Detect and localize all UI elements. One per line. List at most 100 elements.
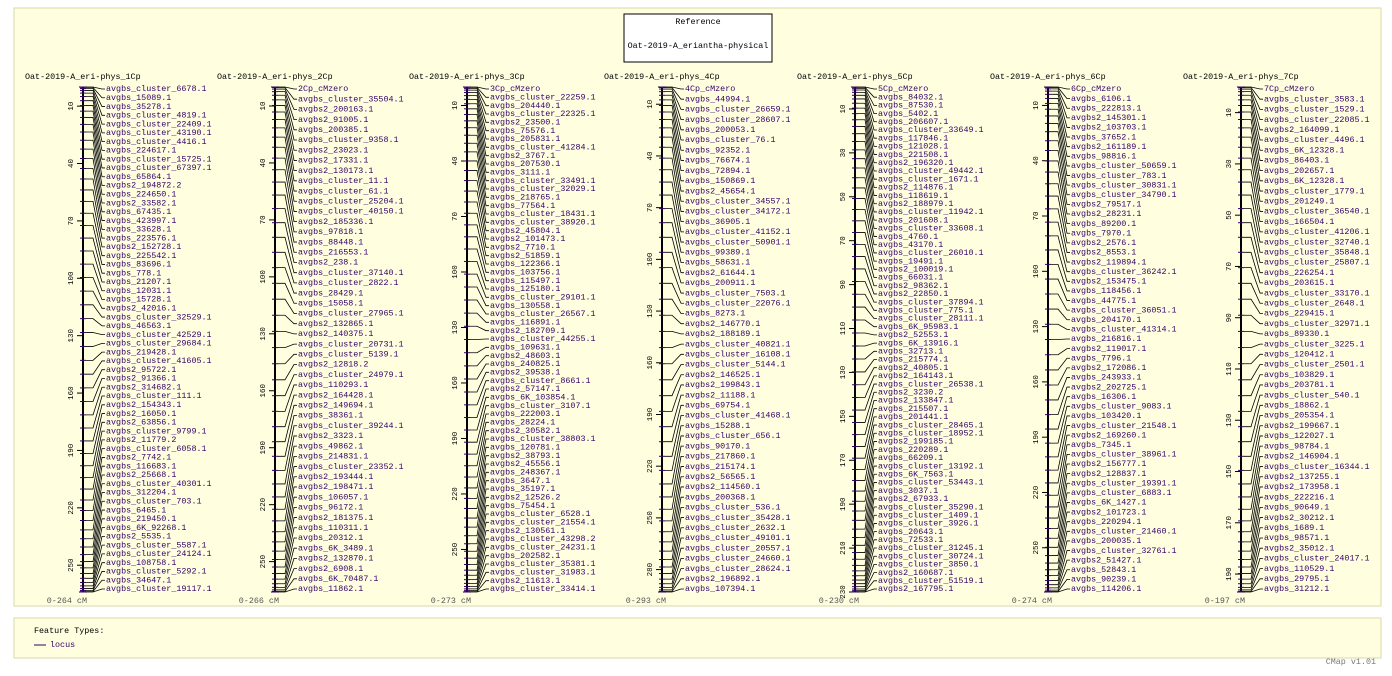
feature-label: avgbs_cluster_5139.1 (298, 350, 399, 360)
feature-connector (278, 568, 297, 591)
feature-connector (278, 364, 297, 381)
feature-label: avgbs_3037.1 (878, 486, 938, 496)
tick-label: 220 (260, 497, 268, 511)
feature-label: avgbs_cluster_3225.1 (1264, 339, 1365, 349)
feature-label: avgbs_cluster_53443.1 (878, 478, 984, 488)
feature-label: avgbs_89330.1 (1264, 329, 1329, 339)
feature-connector (665, 88, 684, 110)
tick-label: 10 (1226, 108, 1234, 118)
feature-connector (1244, 194, 1263, 243)
feature-label: avgbs_215174.1 (685, 462, 755, 472)
feature-connector (858, 498, 877, 553)
feature-label: avgbs_8273.1 (685, 309, 745, 319)
feature-connector (1051, 338, 1070, 340)
feature-connector (665, 136, 684, 192)
feature-connector (1244, 222, 1263, 263)
feature-connector (86, 168, 105, 221)
feature-connector (858, 107, 877, 155)
tick-label: 30 (840, 148, 848, 158)
feature-label: avgbs2_145301.1 (1071, 113, 1146, 123)
feature-connector (470, 588, 489, 593)
feature-connector (1051, 367, 1070, 386)
feature-label: avgbs_118456.1 (1071, 286, 1141, 296)
feature-label: avgbs_cluster_5587.1 (106, 540, 207, 550)
feature-label: avgbs_116891.1 (490, 318, 560, 328)
feature-connector (1051, 463, 1070, 519)
feature-connector (1244, 298, 1263, 314)
feature-label: avgbs_cluster_32740.1 (1264, 237, 1370, 247)
feature-label: avgbs_18862.1 (1264, 401, 1329, 411)
feature-connector (470, 87, 489, 107)
feature-connector (278, 111, 297, 161)
feature-label: avgbs_77564.1 (490, 201, 555, 211)
feature-connector (665, 111, 684, 161)
feature-connector (1244, 435, 1263, 485)
feature-connector (1244, 517, 1263, 568)
feature-label: avgbs_cluster_26567.1 (490, 309, 596, 319)
feature-label: avgbs_cluster_13192.1 (878, 461, 984, 471)
feature-label: avgbs_cluster_41314.1 (1071, 325, 1177, 335)
feature-label: avgbs2_3767.1 (490, 151, 555, 161)
feature-connector (1244, 94, 1263, 131)
feature-connector (1244, 251, 1263, 284)
feature-label: avgbs2_79517.1 (1071, 200, 1141, 210)
feature-label: avgbs_5402.1 (878, 109, 938, 119)
feature-label: avgbs_cluster_36540.1 (1264, 207, 1370, 217)
feature-label: avgbs_205354.1 (1264, 411, 1334, 421)
feature-connector (278, 86, 297, 90)
tick-label: 160 (68, 386, 76, 400)
feature-label: avgbs2_188979.1 (878, 199, 953, 209)
feature-label: avgbs_229415.1 (1264, 309, 1334, 319)
feature-label: avgbs2_56565.1 (685, 472, 755, 482)
feature-connector (278, 353, 297, 365)
feature-connector (858, 306, 877, 319)
feature-connector (1051, 90, 1070, 119)
feature-connector (86, 360, 105, 375)
feature-connector (470, 89, 489, 115)
feature-connector (1244, 282, 1263, 304)
feature-connector (1051, 221, 1070, 263)
feature-connector (86, 413, 105, 454)
feature-connector (1051, 98, 1070, 138)
tick-label: 250 (452, 542, 460, 556)
feature-connector (86, 100, 105, 143)
feature-connector (1051, 323, 1070, 330)
feature-label: avgbs_cluster_35381.1 (490, 559, 596, 569)
feature-label: avgbs_120781.1 (490, 443, 560, 453)
feature-label: avgbs_cluster_11.1 (298, 176, 388, 186)
feature-label: avgbs2_42016.1 (106, 304, 176, 314)
feature-label: avgbs2_130561.1 (490, 526, 565, 536)
feature-connector (470, 430, 489, 478)
feature-label: avgbs2_146770.1 (685, 319, 760, 329)
feature-connector (278, 374, 297, 397)
feature-label: avgbs2_153475.1 (1071, 277, 1146, 287)
feature-connector (1244, 343, 1263, 348)
feature-label: avgbs2_199667.1 (1264, 421, 1339, 431)
feature-label: avgbs_cluster_61.1 (298, 186, 388, 196)
feature-label: avgbs2_200163.1 (298, 105, 373, 115)
tick-label: 190 (68, 443, 76, 457)
feature-label: 3Cp_cMzero (490, 84, 540, 94)
feature-label: avgbs_11862.1 (298, 584, 363, 594)
feature-connector (665, 384, 684, 412)
footer: CMap v1.01 (1326, 657, 1376, 667)
feature-label: avgbs2_119017.1 (1071, 344, 1146, 354)
feature-label: avgbs_38361.1 (298, 411, 363, 421)
feature-connector (86, 250, 105, 283)
feature-connector (665, 298, 684, 314)
feature-connector (858, 243, 877, 278)
feature-label: avgbs_cluster_24231.1 (490, 543, 596, 553)
feature-connector (1051, 444, 1070, 496)
feature-connector (858, 232, 877, 270)
feature-connector (86, 110, 105, 160)
feature-connector (278, 91, 297, 121)
feature-connector (86, 492, 105, 548)
tick-label: 90 (1226, 313, 1234, 323)
feature-label: avgbs_cluster_21548.1 (1071, 421, 1177, 431)
feature-connector (278, 517, 297, 568)
feature-label: avgbs_12031.1 (106, 286, 171, 296)
map-title: Oat-2019-A_eri-phys_5Cp (797, 72, 913, 82)
feature-connector (470, 338, 489, 340)
feature-label: avgbs_cluster_43298.2 (490, 534, 596, 544)
feature-connector (1051, 88, 1070, 109)
